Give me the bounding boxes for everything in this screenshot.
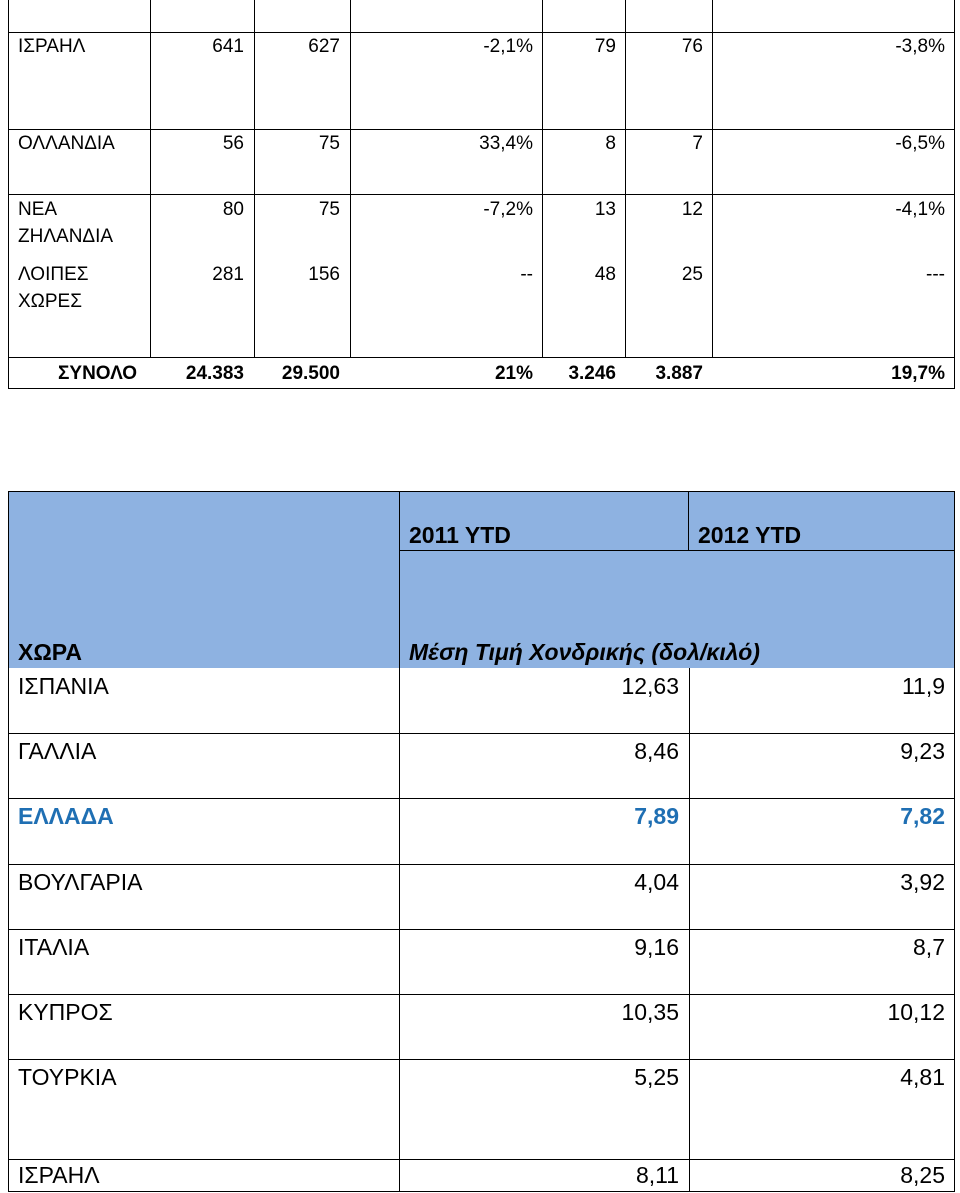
value-cell: 25	[681, 264, 703, 285]
country-cell: ΙΣΠΑΝΙΑ	[18, 673, 109, 699]
value-cell: 48	[594, 264, 616, 285]
value-cell: 56	[222, 133, 244, 154]
price-2011-cell: 8,46	[634, 738, 679, 764]
country-cell: ΙΤΑΛΙΑ	[18, 934, 90, 960]
total-percent: 21%	[494, 363, 533, 384]
value-cell: 7	[692, 133, 703, 154]
percent-cell: -3,8%	[895, 36, 945, 57]
percent-cell: 33,4%	[479, 133, 533, 154]
value-cell: 75	[318, 199, 340, 220]
price-2012-cell: 7,82	[900, 803, 945, 829]
total-value: 3.246	[568, 363, 616, 384]
value-cell: 80	[222, 199, 244, 220]
price-2012-cell: 3,92	[900, 869, 945, 895]
value-cell: 8	[605, 133, 616, 154]
percent-cell: --	[520, 264, 533, 285]
total-value: 29.500	[281, 363, 340, 384]
percent-cell: -6,5%	[895, 133, 945, 154]
price-2011-cell: 12,63	[621, 673, 679, 699]
total-value: 24.383	[185, 363, 244, 384]
country-cell: ΚΥΠΡΟΣ	[18, 999, 113, 1025]
country-column-header: ΧΩΡΑ	[18, 639, 83, 665]
table-header-background	[8, 491, 955, 668]
price-2011-cell: 7,89	[634, 803, 679, 829]
country-cell-line2: ΖΗΛΑΝΔΙΑ	[18, 226, 114, 247]
country-cell-line2: ΧΩΡΕΣ	[18, 291, 82, 312]
price-2012-cell: 10,12	[887, 999, 945, 1025]
price-2011-cell: 4,04	[634, 869, 679, 895]
price-2012-cell: 11,9	[901, 673, 945, 699]
value-cell: 156	[308, 264, 340, 285]
value-cell: 641	[212, 36, 244, 57]
country-cell: ΕΛΛΑΔΑ	[18, 803, 114, 829]
price-2011-cell: 10,35	[621, 999, 679, 1025]
total-label: ΣΥΝΟΛΟ	[58, 363, 138, 384]
metric-header: Μέση Τιμή Χονδρικής (δολ/κιλό)	[409, 639, 760, 665]
country-cell: ΙΣΡΑΗΛ	[18, 1162, 100, 1188]
country-cell: ΙΣΡΑΗΛ	[18, 36, 86, 57]
value-cell: 13	[594, 199, 616, 220]
value-cell: 79	[594, 36, 616, 57]
country-cell: ΤΟΥΡΚΙΑ	[18, 1064, 117, 1090]
price-2011-cell: 5,25	[634, 1064, 679, 1090]
value-cell: 12	[681, 199, 703, 220]
percent-cell: -7,2%	[483, 199, 533, 220]
price-2012-cell: 8,25	[900, 1162, 945, 1188]
value-cell: 281	[212, 264, 244, 285]
total-value: 3.887	[655, 363, 703, 384]
percent-cell: ---	[926, 264, 945, 285]
country-cell-line1: ΝΕΑ	[18, 199, 58, 220]
country-cell: ΟΛΛΑΝΔΙΑ	[18, 133, 115, 154]
column-header-2012: 2012 YTD	[698, 522, 802, 548]
price-2011-cell: 9,16	[634, 934, 679, 960]
value-cell: 627	[308, 36, 340, 57]
country-cell: ΓΑΛΛΙΑ	[18, 738, 97, 764]
total-percent: 19,7%	[891, 363, 945, 384]
price-2012-cell: 4,81	[900, 1064, 945, 1090]
price-2011-cell: 8,11	[635, 1162, 679, 1188]
price-2012-cell: 9,23	[900, 738, 945, 764]
value-cell: 76	[681, 36, 703, 57]
percent-cell: -2,1%	[483, 36, 533, 57]
country-cell-line1: ΛΟΙΠΕΣ	[18, 264, 89, 285]
percent-cell: -4,1%	[895, 199, 945, 220]
column-header-2011: 2011 YTD	[409, 522, 511, 548]
country-cell: ΒΟΥΛΓΑΡΙΑ	[18, 869, 143, 895]
price-2012-cell: 8,7	[913, 934, 945, 960]
value-cell: 75	[318, 133, 340, 154]
